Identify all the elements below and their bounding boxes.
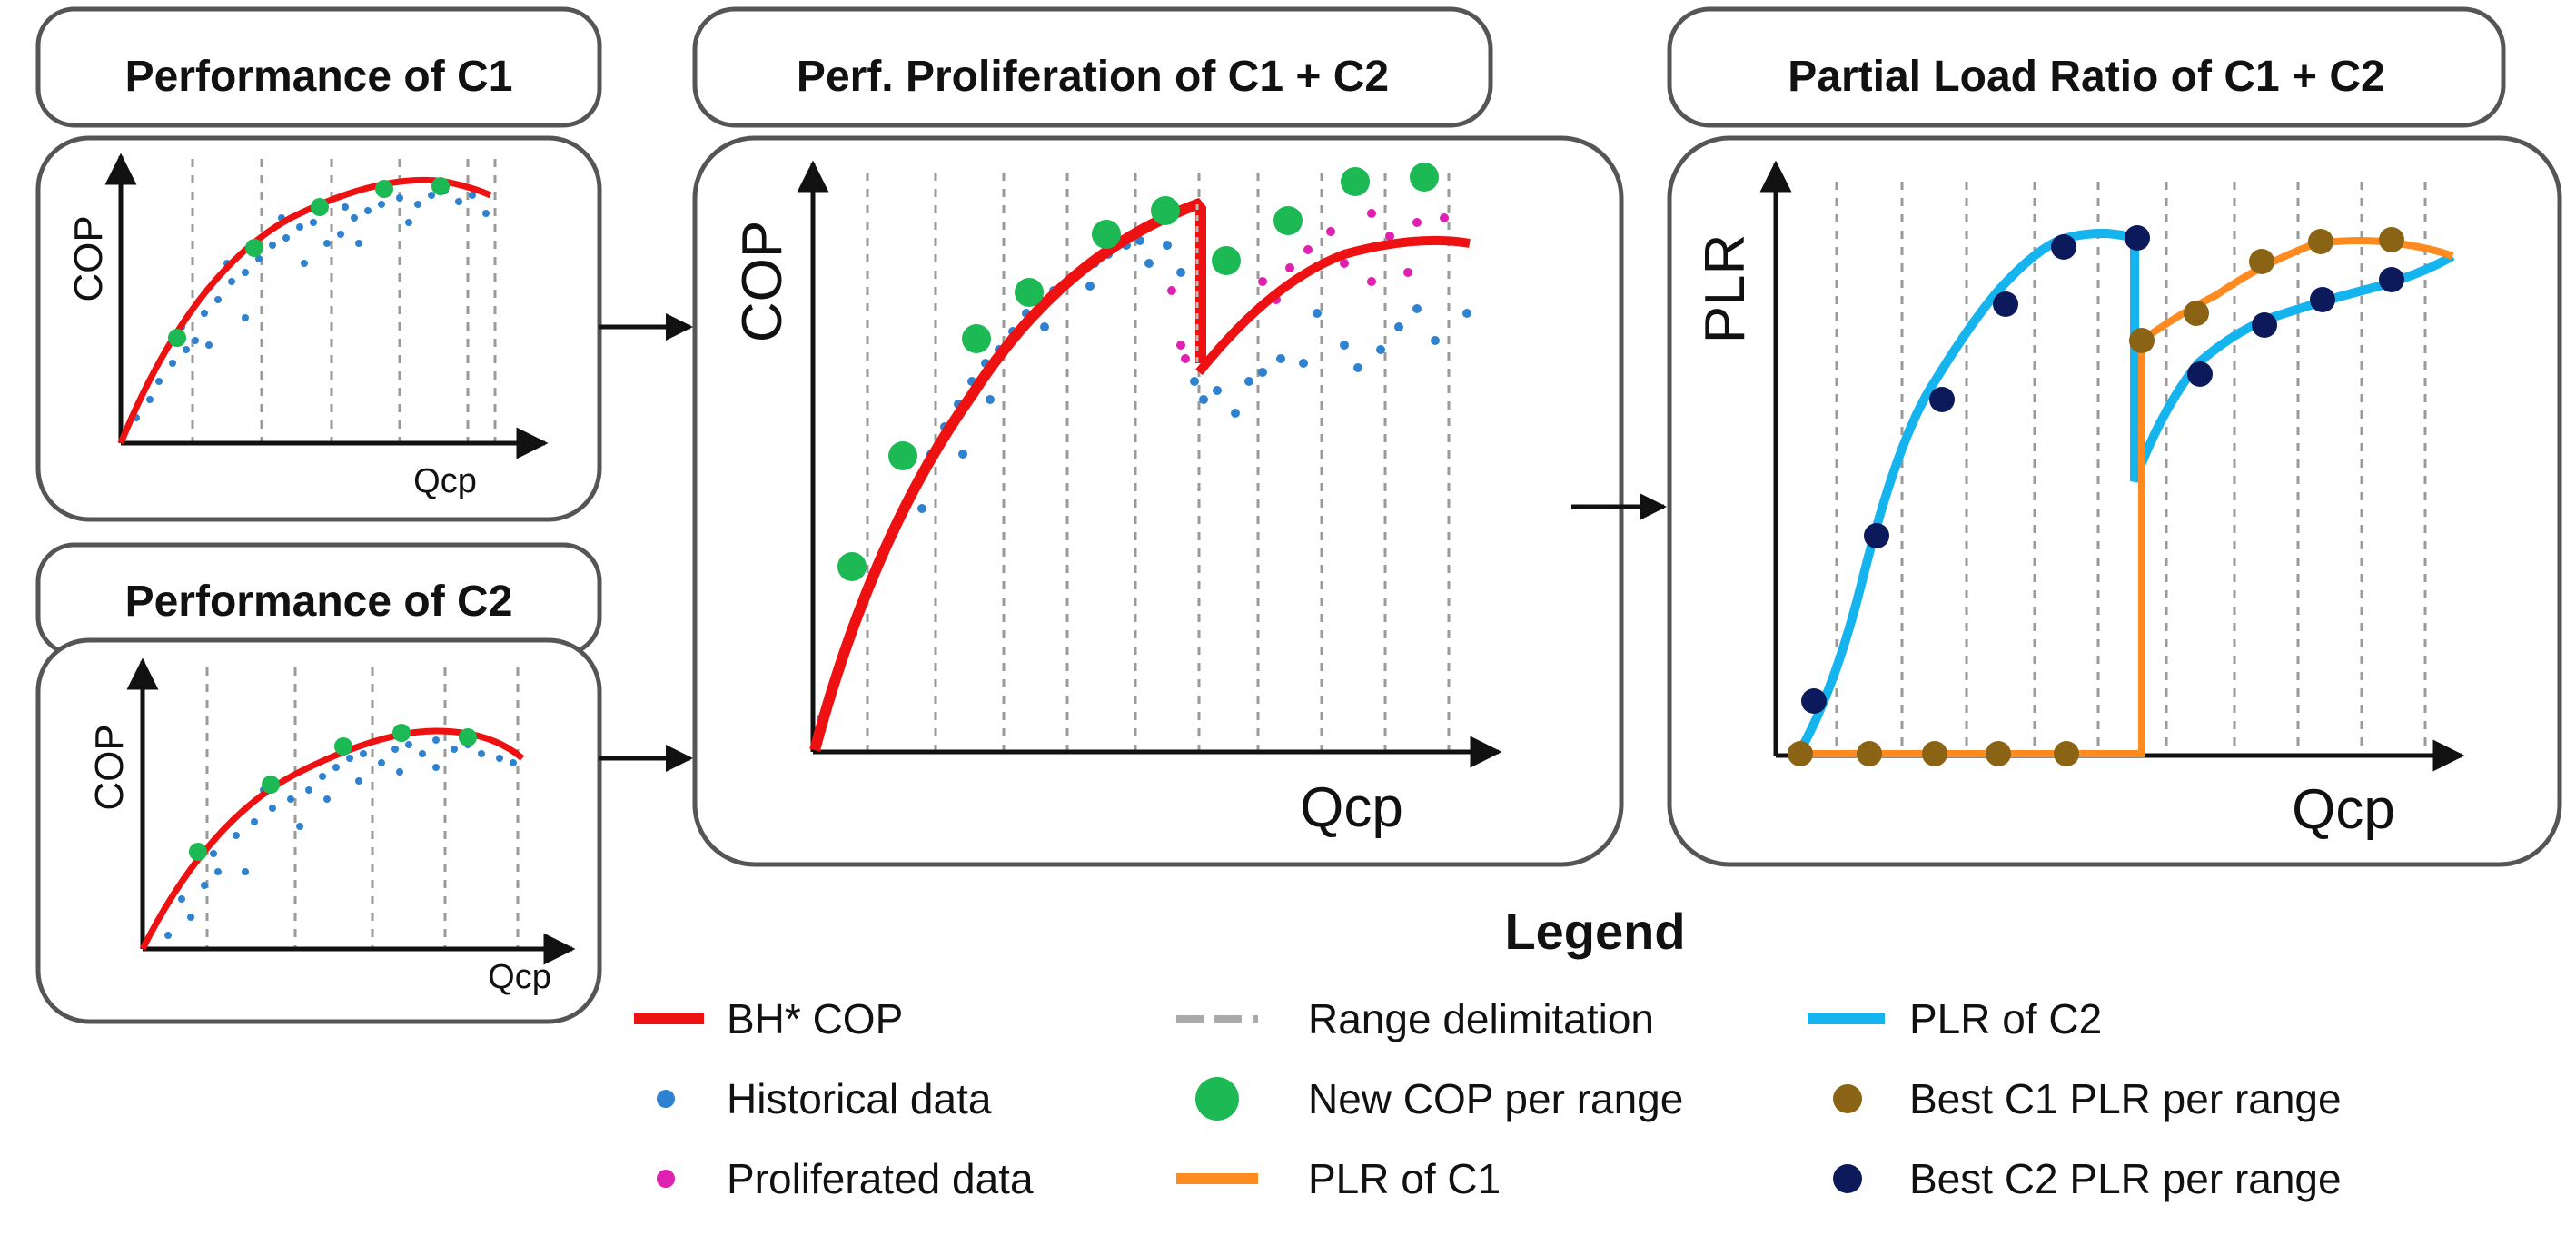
panel-c1-y-label: COP — [66, 215, 111, 301]
panel-c2: Performance of C2 COP Qcp — [35, 542, 602, 1024]
legend-label-bh-cop: BH* COP — [727, 995, 903, 1042]
panel-c2-title: Performance of C2 — [125, 578, 513, 626]
legend-swatch-new-cop — [1195, 1077, 1239, 1121]
legend-label-historical: Historical data — [727, 1075, 992, 1122]
panel-prolif-title: Perf. Proliferation of C1 + C2 — [797, 53, 1389, 101]
legend-title: Legend — [1504, 903, 1685, 960]
panel-c1: Performance of C1 COP Qcp — [35, 6, 602, 522]
legend-swatch-best-c1 — [1833, 1084, 1862, 1113]
legend-label-best-c2: Best C2 PLR per range — [1909, 1155, 2342, 1202]
legend-label-new-cop: New COP per range — [1308, 1075, 1683, 1122]
panel-prolif-bh-cop-curve — [809, 197, 1471, 752]
panel-plr-title-box — [1667, 6, 2506, 128]
panel-c1-grid — [191, 159, 497, 443]
panel-prolif-title-box — [692, 6, 1493, 128]
legend-swatch-proliferated — [657, 1170, 675, 1188]
panel-c2-grid — [205, 667, 520, 949]
panel-c1-title-box — [35, 6, 602, 128]
panel-prolif-new-cop-points — [837, 163, 1439, 581]
panel-c2-y-label: COP — [87, 724, 132, 810]
panel-prolif-plot-box — [692, 135, 1624, 867]
panel-c1-x-label: Qcp — [413, 462, 477, 500]
legend-label-plr-c1: PLR of C1 — [1308, 1155, 1501, 1202]
panel-proliferation: Perf. Proliferation of C1 + C2 COP Qcp — [692, 6, 1624, 867]
panel-prolif-y-label: COP — [731, 221, 794, 342]
panel-plr-best-c1-points — [1788, 227, 2404, 766]
panel-plr-plot-box — [1667, 135, 2562, 867]
panel-plr-x-label: Qcp — [2292, 778, 2395, 841]
legend-label-plr-c2: PLR of C2 — [1909, 995, 2102, 1042]
panel-c1-historical-data — [133, 187, 490, 421]
panel-c1-new-cop-points — [168, 177, 450, 347]
legend-label-range: Range delimitation — [1308, 995, 1654, 1042]
panel-plr-c1-line — [1798, 237, 2454, 757]
legend-label-proliferated: Proliferated data — [727, 1155, 1034, 1202]
panel-plr-best-c2-points — [1801, 225, 2404, 714]
flow-arrows — [599, 313, 1667, 772]
panel-plr-y-label: PLR — [1694, 234, 1757, 344]
legend-swatch-best-c2 — [1833, 1164, 1862, 1193]
panel-prolif-proliferated-data — [1167, 209, 1449, 363]
legend-label-best-c1: Best C1 PLR per range — [1909, 1075, 2342, 1122]
panel-c2-historical-data — [164, 736, 517, 939]
panel-plr-title: Partial Load Ratio of C1 + C2 — [1788, 53, 2384, 101]
legend-swatch-historical — [657, 1090, 675, 1108]
panel-c2-new-cop-points — [189, 724, 477, 861]
panel-c2-x-label: Qcp — [488, 958, 551, 996]
legend: Legend BH* COP Range delimitation PLR of… — [634, 903, 2342, 1202]
panel-c1-title: Performance of C1 — [125, 53, 513, 101]
panel-prolif-x-label: Qcp — [1300, 776, 1403, 839]
panel-plr: Partial Load Ratio of C1 + C2 PLR Qcp — [1667, 6, 2562, 867]
